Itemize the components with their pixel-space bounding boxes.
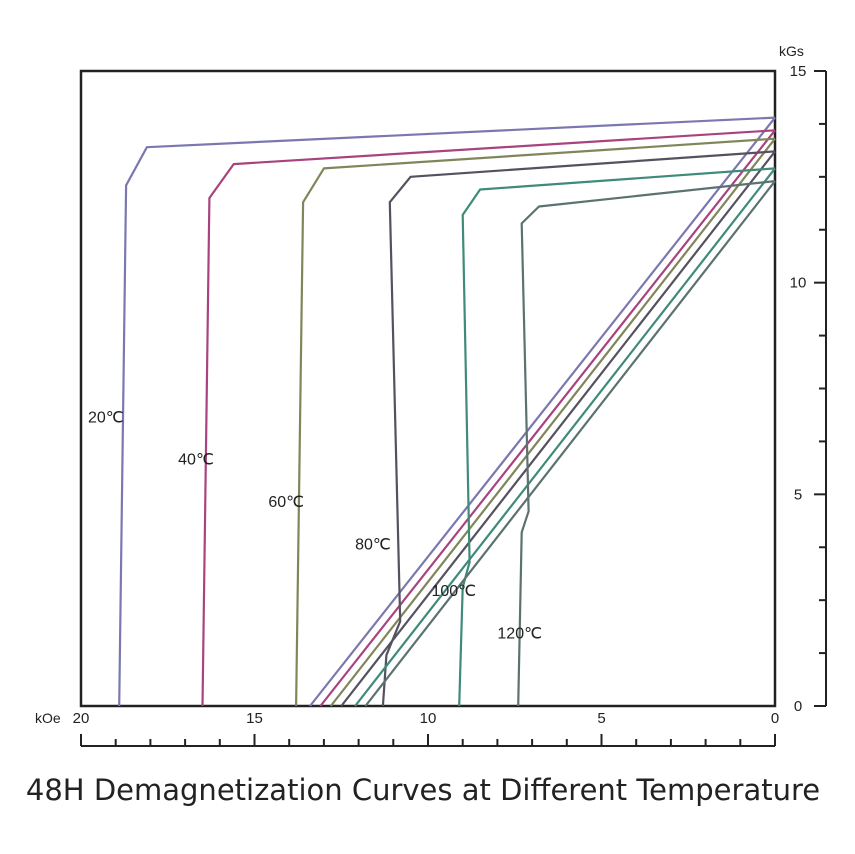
plot-frame bbox=[79, 69, 777, 708]
bh-curve-1 bbox=[201, 129, 776, 707]
curve-label-0: 20℃ bbox=[88, 409, 124, 426]
bh-curve-2 bbox=[295, 137, 776, 707]
bh-curve-3 bbox=[381, 150, 776, 707]
x-tick-label: 20 bbox=[73, 710, 90, 727]
y-tick-label: 0 bbox=[794, 698, 802, 715]
bh-curve-5 bbox=[517, 180, 776, 707]
curve-labels: 20℃ 40℃ 60℃ 80℃ 100℃ 120℃ bbox=[88, 409, 542, 642]
curve-label-4: 100℃ bbox=[431, 583, 476, 600]
x-unit-label: kOe bbox=[35, 710, 61, 726]
bh-curve-4 bbox=[458, 167, 776, 707]
curves-group bbox=[118, 116, 776, 707]
curve-label-2: 60℃ bbox=[268, 494, 304, 511]
y-tick-label: 5 bbox=[794, 486, 802, 503]
recoil-line-5 bbox=[364, 180, 776, 707]
x-tick-label: 10 bbox=[420, 710, 437, 727]
x-tick-label: 15 bbox=[246, 710, 263, 727]
x-tick-labels: 20 15 10 5 0 bbox=[73, 710, 780, 727]
recoil-line-2 bbox=[329, 138, 776, 707]
y-tick-labels: 0 5 10 15 bbox=[790, 63, 807, 715]
recoil-line-1 bbox=[319, 129, 776, 707]
x-tick-label: 0 bbox=[771, 710, 779, 727]
curve-label-1: 40℃ bbox=[178, 452, 214, 469]
bh-curve-0 bbox=[118, 116, 776, 707]
y-unit-label: kGs bbox=[779, 43, 804, 59]
y-axis-right bbox=[814, 70, 827, 707]
y-tick-label: 10 bbox=[790, 275, 807, 292]
x-tick-label: 5 bbox=[597, 710, 605, 727]
curve-label-3: 80℃ bbox=[355, 536, 391, 553]
chart-title: 48H Demagnetization Curves at Different … bbox=[26, 773, 820, 807]
recoil-line-4 bbox=[354, 167, 776, 707]
recoil-line-3 bbox=[340, 150, 776, 707]
recoil-line-0 bbox=[309, 116, 776, 707]
x-axis-bottom bbox=[80, 734, 776, 747]
y-tick-label: 15 bbox=[790, 63, 807, 80]
curve-label-5: 120℃ bbox=[497, 625, 542, 642]
